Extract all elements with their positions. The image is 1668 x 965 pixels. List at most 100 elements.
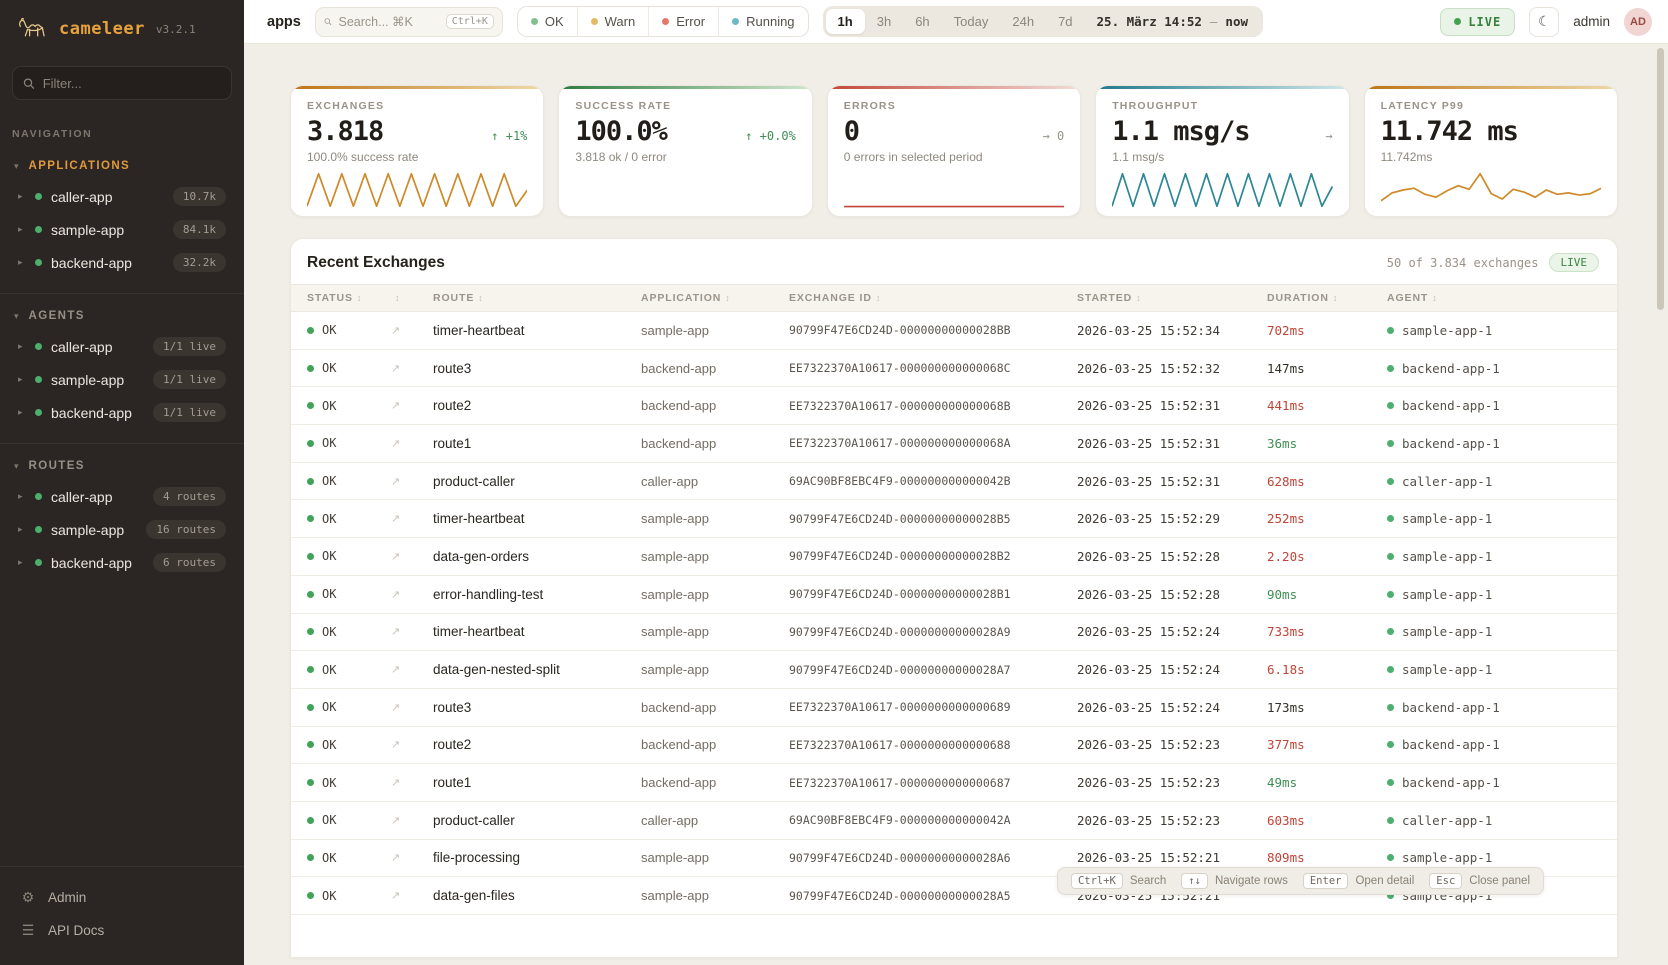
content: EXCHANGES 3.818 ↑ +1% 100.0% success rat…	[244, 44, 1668, 965]
range-button[interactable]: 1h	[825, 9, 865, 34]
table-row[interactable]: OK ↗ file-processing sample-app 90799F47…	[291, 840, 1617, 878]
open-detail-icon[interactable]: ↗	[391, 626, 401, 639]
card-accent-bar	[1364, 86, 1617, 89]
row-agent: sample-app-1	[1402, 511, 1493, 527]
table-row[interactable]: OK ↗ product-caller caller-app 69AC90BF8…	[291, 463, 1617, 501]
column-header[interactable]: STATUS ↕	[307, 292, 391, 304]
column-header[interactable]: DURATION ↕	[1267, 292, 1387, 304]
avatar[interactable]: AD	[1624, 7, 1652, 36]
range-button[interactable]: 24h	[1012, 14, 1035, 29]
open-detail-icon[interactable]: ↗	[391, 437, 401, 450]
row-application: backend-app	[641, 775, 717, 791]
open-detail-icon[interactable]: ↗	[391, 513, 401, 526]
stat-card: EXCHANGES 3.818 ↑ +1% 100.0% success rat…	[290, 85, 545, 217]
sidebar-item[interactable]: ▸ sample-app 84.1k	[10, 213, 234, 246]
row-exchange-id: 90799F47E6CD24D-00000000000028A5	[789, 888, 1011, 903]
table-row[interactable]: OK ↗ error-handling-test sample-app 9079…	[291, 576, 1617, 614]
table-row[interactable]: OK ↗ data-gen-orders sample-app 90799F47…	[291, 538, 1617, 576]
user-name: admin	[1573, 14, 1610, 29]
sidebar-item-label: sample-app	[51, 521, 125, 538]
sidebar-item[interactable]: ▸ sample-app 1/1 live	[10, 363, 234, 396]
row-route: error-handling-test	[433, 586, 544, 602]
table-row[interactable]: OK ↗ route3 backend-app EE7322370A10617-…	[291, 350, 1617, 388]
status-filter[interactable]: Error	[649, 7, 720, 36]
row-application: backend-app	[641, 435, 717, 451]
range-button[interactable]: 6h	[915, 14, 930, 29]
table-row[interactable]: OK ↗ route2 backend-app EE7322370A10617-…	[291, 727, 1617, 765]
sidebar-item[interactable]: ▸ caller-app 4 routes	[10, 480, 234, 513]
section-header[interactable]: ▾ ROUTES	[10, 456, 234, 480]
open-detail-icon[interactable]: ↗	[391, 852, 401, 865]
row-application: sample-app	[641, 662, 709, 678]
table-row[interactable]: OK ↗ timer-heartbeat sample-app 90799F47…	[291, 500, 1617, 539]
sidebar-footer-item[interactable]: ⚙ Admin	[12, 881, 232, 914]
section-header[interactable]: ▾ APPLICATIONS	[10, 156, 234, 180]
table-row[interactable]: OK ↗ route2 backend-app EE7322370A10617-…	[291, 387, 1617, 426]
row-duration: 441ms	[1267, 398, 1305, 414]
hint-key: Esc	[1429, 873, 1463, 889]
row-status-dot	[307, 854, 314, 862]
open-detail-icon[interactable]: ↗	[391, 324, 401, 337]
column-header[interactable]: EXCHANGE ID ↕	[789, 292, 1077, 304]
table-header-row: STATUS ↕ ↕ ROUTE ↕	[291, 284, 1617, 312]
row-application: backend-app	[641, 398, 717, 414]
range-button[interactable]: Today	[953, 14, 989, 29]
open-detail-icon[interactable]: ↗	[391, 475, 401, 488]
column-header[interactable]: ↕	[391, 293, 433, 303]
open-detail-icon[interactable]: ↗	[391, 588, 401, 601]
section-header[interactable]: ▾ AGENTS	[10, 306, 234, 330]
search-input[interactable]	[338, 14, 439, 29]
table-row[interactable]: OK ↗ route1 backend-app EE7322370A10617-…	[291, 425, 1617, 463]
sidebar-item[interactable]: ▸ caller-app 10.7k	[10, 180, 234, 213]
chevron-right-icon: ▸	[18, 407, 23, 417]
live-label: LIVE	[1468, 14, 1502, 29]
sidebar-item[interactable]: ▸ backend-app 1/1 live	[10, 396, 234, 429]
card-accent-bar	[291, 86, 544, 89]
status-dot	[35, 559, 42, 566]
theme-toggle-button[interactable]: ☾	[1529, 6, 1560, 37]
range-button[interactable]: 3h	[876, 14, 892, 29]
column-header[interactable]: ROUTE ↕	[433, 292, 641, 304]
table-row[interactable]: OK ↗ route3 backend-app EE7322370A10617-…	[291, 689, 1617, 727]
row-duration: 733ms	[1267, 624, 1305, 640]
footer-label: Admin	[48, 890, 87, 905]
table-row[interactable]: OK ↗ route1 backend-app EE7322370A10617-…	[291, 764, 1617, 802]
sidebar-item[interactable]: ▸ backend-app 6 routes	[10, 546, 234, 579]
sidebar-filter[interactable]	[12, 66, 232, 100]
column-header[interactable]: STARTED ↕	[1077, 292, 1267, 304]
open-detail-icon[interactable]: ↗	[391, 739, 401, 752]
sidebar-item[interactable]: ▸ sample-app 16 routes	[10, 513, 234, 546]
table-row[interactable]: OK ↗ product-caller caller-app 69AC90BF8…	[291, 802, 1617, 840]
scrollbar[interactable]	[1657, 48, 1664, 310]
table-row[interactable]: OK ↗ data-gen-nested-split sample-app 90…	[291, 651, 1617, 689]
open-detail-icon[interactable]: ↗	[391, 664, 401, 677]
live-toggle-button[interactable]: LIVE	[1440, 7, 1516, 36]
agent-dot	[1387, 590, 1394, 598]
sidebar-item-label: caller-app	[51, 188, 113, 205]
sidebar-item[interactable]: ▸ caller-app 1/1 live	[10, 330, 234, 363]
filter-input[interactable]	[42, 75, 221, 91]
column-header[interactable]: APPLICATION ↕	[641, 292, 789, 304]
card-subtitle: 0 errors in selected period	[843, 150, 983, 164]
status-filter[interactable]: Warn	[578, 7, 650, 36]
open-detail-icon[interactable]: ↗	[391, 362, 401, 375]
open-detail-icon[interactable]: ↗	[391, 890, 401, 903]
range-button[interactable]: 7d	[1058, 14, 1073, 29]
agent-dot	[1387, 666, 1394, 674]
column-header[interactable]: AGENT ↕	[1387, 292, 1617, 304]
global-search[interactable]: Ctrl+K	[314, 6, 503, 37]
sparkline-chart	[307, 172, 527, 208]
table-row[interactable]: OK ↗ timer-heartbeat sample-app 90799F47…	[291, 312, 1617, 350]
table-row[interactable]: OK ↗ timer-heartbeat sample-app 90799F47…	[291, 614, 1617, 652]
open-detail-icon[interactable]: ↗	[391, 400, 401, 413]
sidebar-item-badge: 6 routes	[153, 553, 226, 572]
sidebar-item[interactable]: ▸ backend-app 32.2k	[10, 246, 234, 279]
open-detail-icon[interactable]: ↗	[391, 550, 401, 563]
open-detail-icon[interactable]: ↗	[391, 701, 401, 714]
status-filter-label: OK	[544, 14, 564, 29]
status-filter[interactable]: OK	[518, 7, 578, 36]
open-detail-icon[interactable]: ↗	[391, 814, 401, 827]
sidebar-footer-item[interactable]: ☰ API Docs	[12, 914, 232, 947]
status-filter[interactable]: Running	[719, 7, 807, 36]
open-detail-icon[interactable]: ↗	[391, 777, 401, 790]
